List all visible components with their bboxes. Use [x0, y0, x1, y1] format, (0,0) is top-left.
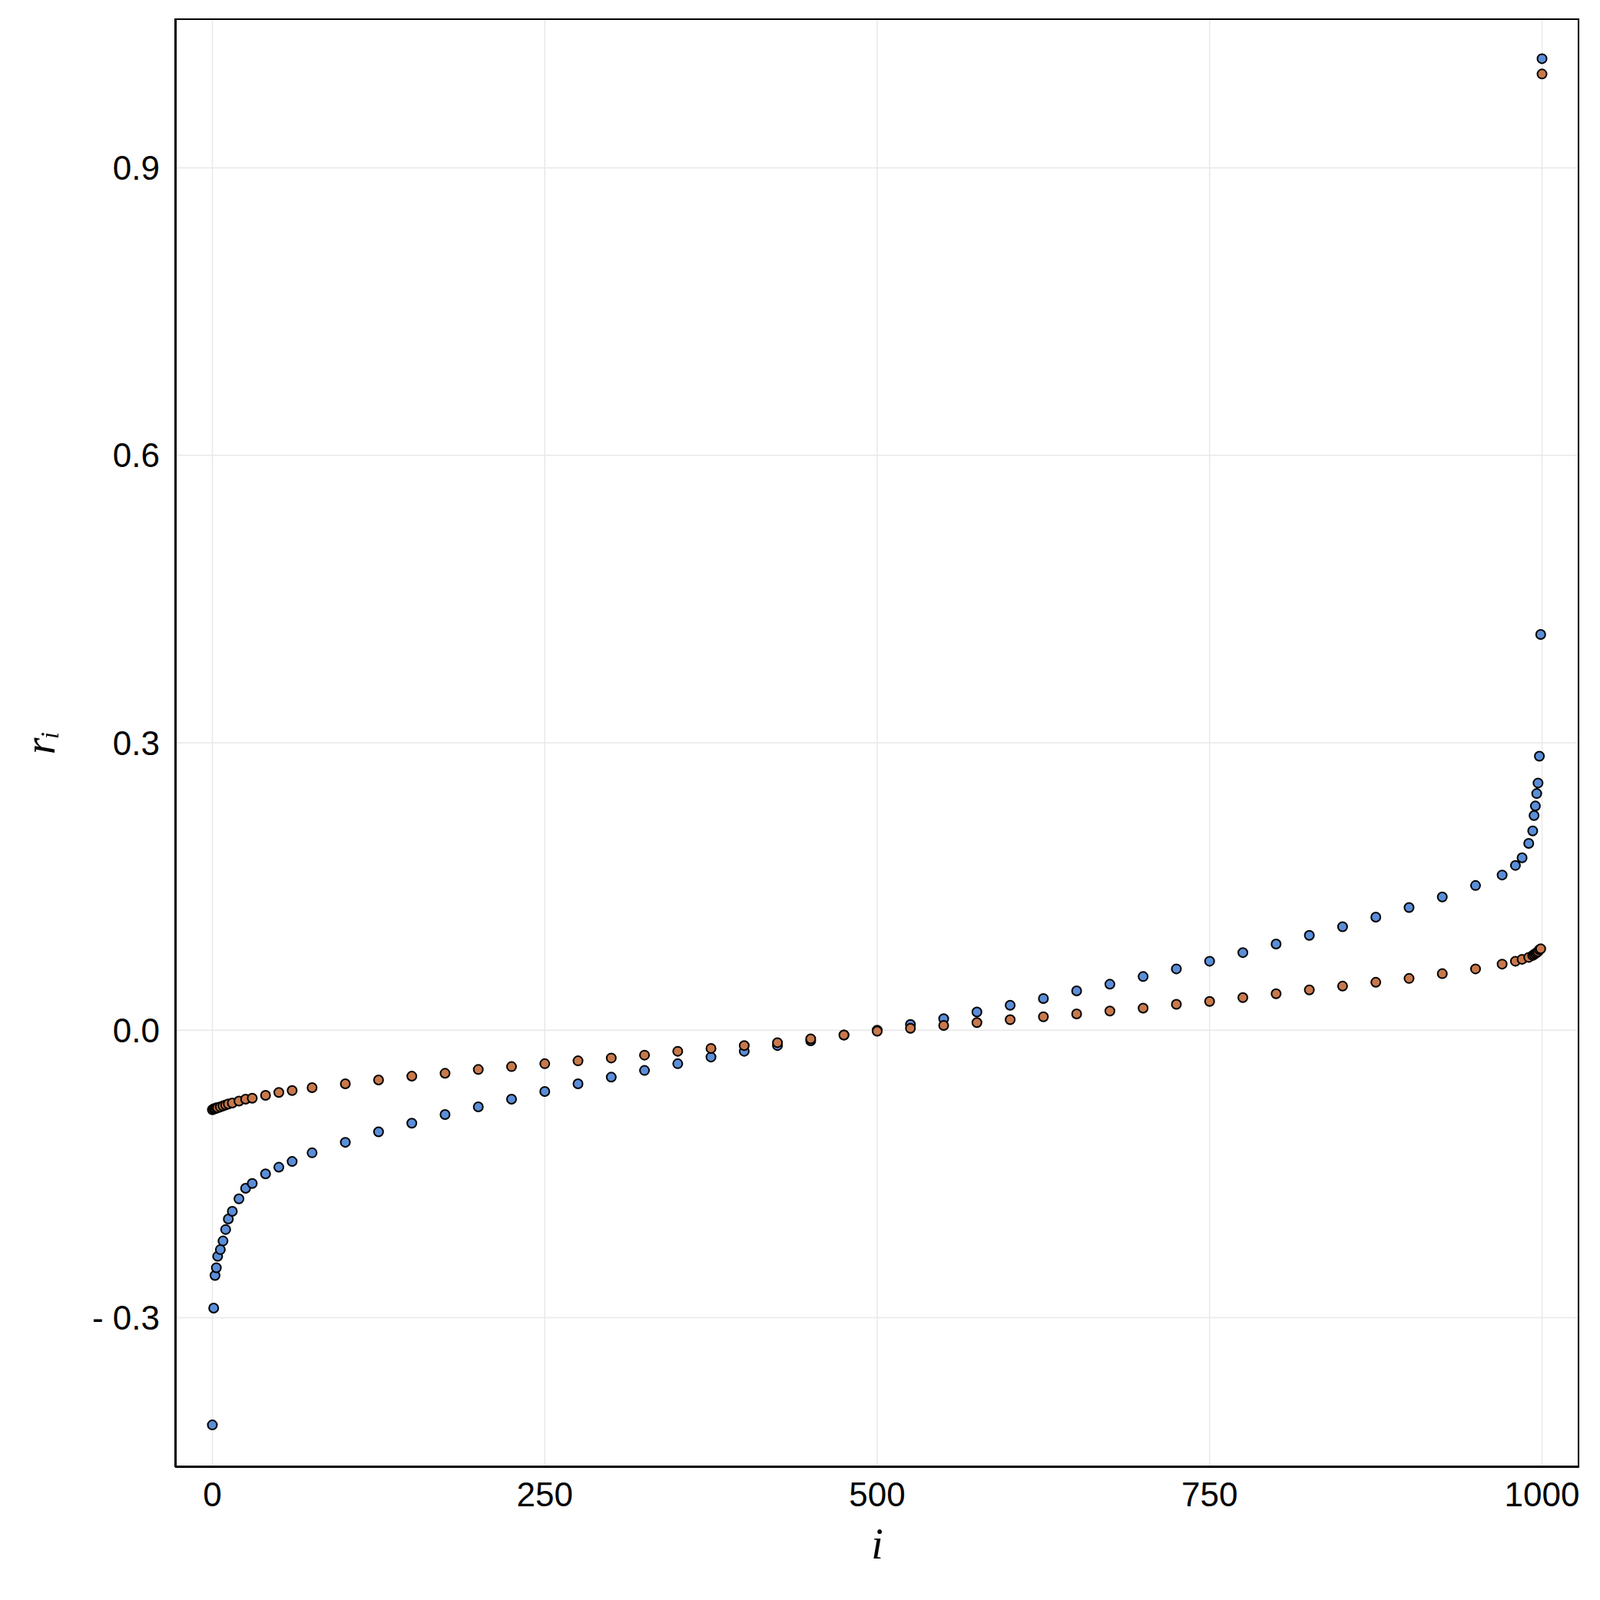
html-text:rᵢ: rᵢ — [16, 731, 64, 755]
svg-text:750: 750 — [1181, 1475, 1238, 1514]
svg-text:0.0: 0.0 — [112, 1011, 160, 1050]
svg-text:0: 0 — [202, 1475, 222, 1514]
svg-text:1000: 1000 — [1504, 1475, 1581, 1514]
html-text:i: i — [871, 1520, 884, 1568]
svg-text:0.6: 0.6 — [112, 436, 160, 474]
svg-text:500: 500 — [848, 1475, 905, 1514]
svg-text:0.9: 0.9 — [112, 149, 160, 187]
svg-text:0.3: 0.3 — [112, 724, 160, 762]
svg-text:- 0.3: - 0.3 — [92, 1298, 160, 1337]
svg-text:250: 250 — [516, 1475, 574, 1514]
